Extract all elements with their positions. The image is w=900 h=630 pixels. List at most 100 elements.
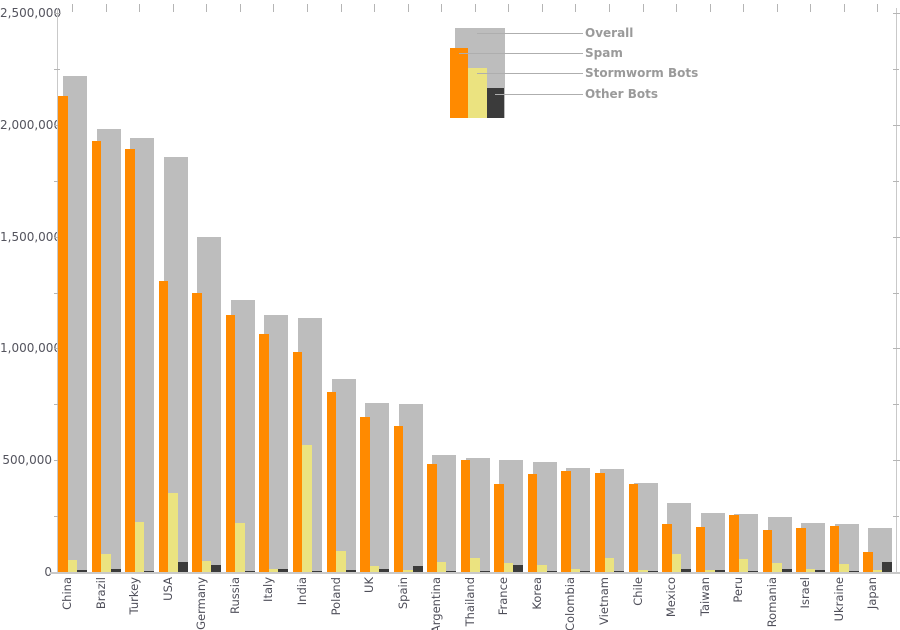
- left-major-y-tick: [54, 460, 61, 462]
- bar-stormworm-bots-poland: [336, 550, 346, 572]
- right-axis-line: [896, 8, 897, 572]
- top-category-tick: [709, 4, 711, 12]
- top-category-tick: [609, 4, 610, 12]
- right-minor-y-tick: [893, 180, 899, 182]
- top-category-tick: [239, 4, 241, 12]
- x-axis-label-poland: Poland: [328, 577, 343, 616]
- x-axis-label-ukraine: Ukraine: [831, 577, 846, 622]
- bar-stormworm-bots-france: [503, 563, 514, 572]
- bar-other-bots-france: [513, 565, 524, 572]
- right-minor-y-tick: [893, 68, 899, 70]
- bar-spam-romania: [762, 529, 773, 572]
- bar-other-bots-romania: [781, 568, 792, 572]
- bar-spam-poland: [326, 392, 336, 572]
- bar-other-bots-spain: [412, 566, 423, 572]
- bar-spam-peru: [729, 515, 739, 572]
- left-minor-y-tick: [54, 404, 60, 406]
- bar-stormworm-bots-turkey: [134, 521, 145, 572]
- bar-stormworm-bots-taiwan: [705, 569, 715, 572]
- left-major-y-tick: [54, 348, 61, 350]
- right-minor-y-tick: [893, 404, 899, 406]
- bar-other-bots-korea: [546, 570, 557, 572]
- bar-stormworm-bots-chile: [638, 569, 648, 572]
- legend-leader-line: [459, 53, 583, 54]
- bar-other-bots-uk: [379, 568, 389, 572]
- legend-leader-line: [495, 94, 583, 95]
- legend-label-stormworm: Stormworm Bots: [585, 66, 699, 80]
- top-category-tick: [105, 4, 107, 12]
- left-major-y-tick: [54, 124, 61, 126]
- bar-other-bots-india: [311, 570, 322, 572]
- bar-other-bots-vietnam: [614, 570, 624, 572]
- left-minor-y-tick: [54, 68, 60, 70]
- bar-other-bots-peru: [748, 570, 759, 572]
- bar-stormworm-bots-argentina: [436, 561, 447, 572]
- bar-other-bots-brazil: [110, 568, 121, 572]
- y-axis-label: 2,500,000: [0, 6, 62, 20]
- bar-other-bots-mexico: [681, 568, 692, 572]
- bar-stormworm-bots-israel: [805, 568, 816, 572]
- bar-other-bots-poland: [345, 569, 356, 572]
- top-category-tick: [508, 4, 510, 12]
- bar-other-bots-germany: [211, 565, 222, 572]
- bar-other-bots-taiwan: [714, 569, 725, 572]
- legend-swatch-other: [487, 88, 504, 118]
- bar-spam-taiwan: [695, 527, 706, 572]
- bar-spam-colombia: [561, 471, 571, 572]
- x-axis-label-romania: Romania: [764, 577, 779, 628]
- top-category-tick: [676, 4, 678, 12]
- x-axis-label-colombia: Colombia: [563, 577, 578, 630]
- bar-other-bots-chile: [647, 570, 658, 572]
- y-axis-label: 500,000: [2, 453, 52, 467]
- right-major-y-tick: [893, 460, 900, 462]
- y-axis-line: [57, 8, 58, 572]
- bar-other-bots-turkey: [144, 570, 155, 572]
- x-axis-label-vietnam: Vietnam: [597, 577, 611, 625]
- x-axis-label-germany: Germany: [194, 577, 209, 630]
- bar-spam-france: [494, 483, 504, 572]
- bar-stormworm-bots-brazil: [101, 554, 111, 572]
- top-category-tick: [374, 4, 375, 12]
- top-category-tick: [72, 4, 73, 12]
- bar-other-bots-ukraine: [848, 570, 859, 572]
- bar-stormworm-bots-italy: [268, 568, 279, 572]
- x-axis-label-argentina: Argentina: [429, 577, 444, 630]
- bar-spam-china: [58, 95, 68, 572]
- bar-spam-thailand: [460, 460, 471, 572]
- bar-other-bots-italy: [278, 568, 289, 572]
- bar-stormworm-bots-peru: [738, 558, 749, 572]
- bar-stormworm-bots-china: [67, 559, 77, 572]
- right-major-y-tick: [893, 13, 900, 14]
- top-category-tick: [441, 4, 443, 12]
- bar-spam-korea: [527, 473, 538, 572]
- right-minor-y-tick: [893, 516, 899, 518]
- bar-stormworm-bots-india: [302, 444, 312, 572]
- legend-label-other: Other Bots: [585, 87, 658, 101]
- x-axis-label-thailand: Thailand: [462, 577, 477, 627]
- top-category-tick: [575, 4, 577, 12]
- bar-spam-japan: [863, 551, 873, 572]
- bar-spam-brazil: [91, 140, 102, 572]
- x-axis-line: [50, 572, 900, 574]
- top-category-tick: [139, 4, 141, 12]
- bar-spam-italy: [259, 333, 269, 572]
- legend-leader-line: [477, 73, 583, 74]
- bar-stormworm-bots-ukraine: [839, 564, 849, 572]
- x-axis-label-france: France: [496, 577, 511, 616]
- x-axis-label-spain: Spain: [395, 577, 410, 610]
- top-category-tick: [642, 4, 644, 12]
- top-category-tick: [273, 4, 275, 12]
- top-category-tick: [810, 4, 812, 12]
- legend-swatch-stormworm: [468, 68, 487, 118]
- y-axis-label: 1,000,000: [0, 341, 62, 355]
- bar-stormworm-bots-korea: [537, 565, 547, 572]
- legend-leader-line: [477, 33, 583, 34]
- x-axis-label-israel: Israel: [798, 577, 813, 609]
- right-major-y-tick: [893, 124, 900, 126]
- bar-spam-usa: [158, 281, 169, 572]
- bar-stormworm-bots-japan: [872, 569, 883, 572]
- bar-stormworm-bots-germany: [201, 560, 212, 572]
- left-minor-y-tick: [54, 292, 60, 294]
- right-major-y-tick: [893, 236, 900, 238]
- top-category-tick: [776, 4, 778, 12]
